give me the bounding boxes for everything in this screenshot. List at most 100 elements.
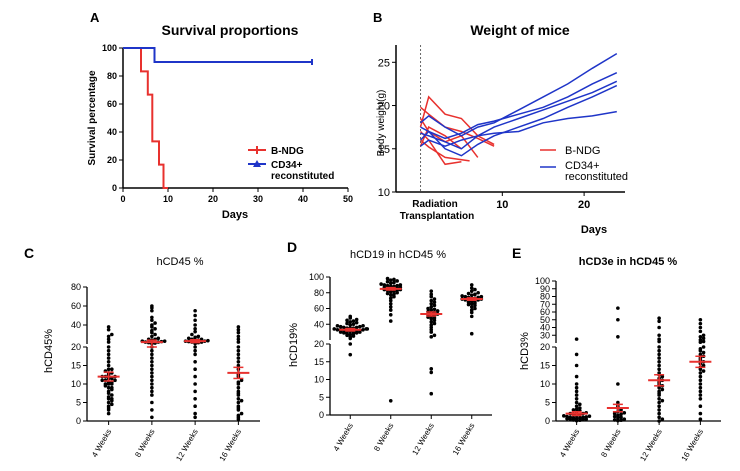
panel-b-series-line-6 xyxy=(420,52,618,137)
panel-d-point xyxy=(429,305,434,309)
panel-e-point xyxy=(657,397,661,401)
panel-d-point xyxy=(469,283,474,287)
panel-e-point xyxy=(562,414,566,418)
legend-a-bndg-label: B-NDG xyxy=(271,146,304,157)
panel-c-point xyxy=(153,327,157,331)
panel-e-point xyxy=(657,325,661,330)
legend-a-cd34-label-2: reconstituted xyxy=(271,171,334,182)
panel-d-point xyxy=(395,279,399,283)
panel-e-point xyxy=(657,363,661,368)
panel-e-ytick-label: 0 xyxy=(545,416,550,426)
panel-d-point xyxy=(388,301,393,306)
panel-e-point xyxy=(612,418,617,422)
panel-c-point xyxy=(236,389,241,394)
panel-c-point xyxy=(150,334,154,339)
panel-d-point xyxy=(345,318,349,323)
panel-c-point xyxy=(106,389,111,394)
panel-e-ytick-label: 5 xyxy=(545,398,550,408)
panel-c-point xyxy=(193,323,197,327)
panel-d-point xyxy=(460,294,464,298)
panel-d-ytick-label: 15 xyxy=(314,357,324,367)
panel-c-point xyxy=(106,325,111,329)
panel-d-point xyxy=(429,289,434,293)
panel-e-point xyxy=(698,404,703,409)
panel-d-xtick-label: 12 Weeks xyxy=(410,422,436,457)
panel-e-point xyxy=(698,385,703,390)
panel-a-series-line-1 xyxy=(123,47,312,63)
panel-c-point xyxy=(110,393,114,397)
panel-c-point xyxy=(106,404,111,409)
panel-e-point xyxy=(574,337,579,341)
panel-c-plot: 0 5 10 15 20 40 60 80 4 Weeks 8 Weeks 12 Weeks 16 W… xyxy=(71,282,260,463)
panel-e-point xyxy=(622,417,627,421)
panel-e-point xyxy=(657,404,661,409)
panel-c-point xyxy=(100,378,105,383)
panel-c-ytick-label: 80 xyxy=(71,282,81,292)
panel-c-point xyxy=(193,397,197,401)
panel-c-point xyxy=(150,328,154,333)
panel-b-ytick-label: 10 xyxy=(378,187,390,199)
panel-e-point xyxy=(574,385,579,390)
panel-e-point xyxy=(574,389,579,394)
panel-d-point xyxy=(429,335,434,339)
panel-e-point xyxy=(698,371,703,375)
panel-e-point xyxy=(619,412,623,417)
panel-e-point xyxy=(657,371,661,375)
panel-c-ytick-label: 5 xyxy=(76,398,81,408)
panel-e-xtick-label: 4 Weeks xyxy=(558,428,581,459)
panel-c-ytick-label: 60 xyxy=(71,301,81,311)
panel-d-point xyxy=(351,322,356,327)
panel-c-point xyxy=(153,321,157,325)
panel-c-point xyxy=(236,400,241,405)
panel-d-point xyxy=(432,297,437,301)
panel-a-title: Survival proportions xyxy=(162,22,299,38)
panel-c-point xyxy=(236,352,241,357)
panel-a-xtick-label: 30 xyxy=(253,194,263,204)
panel-d-point xyxy=(429,367,434,371)
panel-d-ytick-label: 10 xyxy=(314,375,324,385)
panel-c-point xyxy=(150,415,154,420)
panel-d-point xyxy=(429,292,434,297)
panel-e-ytick-label: 90 xyxy=(540,284,550,294)
panel-c-point xyxy=(239,398,244,403)
panel-c-point xyxy=(193,374,197,379)
panel-c-point xyxy=(236,348,241,353)
legend-a-cd34-marker xyxy=(253,160,261,167)
legend-a-cd34-label-1: CD34+ xyxy=(271,160,303,171)
panel-letter-a: A xyxy=(90,10,100,25)
panel-c-point xyxy=(193,404,197,409)
panel-e-point xyxy=(698,329,703,334)
panel-e-point xyxy=(616,418,620,423)
panel-e-point xyxy=(657,389,661,394)
panel-a-ytick-label: 80 xyxy=(107,71,117,81)
panel-c-point xyxy=(193,360,197,364)
panel-d-point xyxy=(348,320,353,324)
panel-b-xtick-label: 20 xyxy=(578,199,590,211)
panel-e-point xyxy=(565,414,569,419)
panel-c-point xyxy=(193,415,197,420)
panel-a-ytick-label: 60 xyxy=(107,99,117,109)
panel-e-point xyxy=(622,411,627,415)
panel-c-point xyxy=(103,382,108,386)
panel-c-point xyxy=(150,371,154,375)
panel-e-ytick-label: 20 xyxy=(540,342,550,352)
panel-c-point xyxy=(236,397,241,401)
panel-c-point xyxy=(156,336,161,341)
panel-e-point xyxy=(574,382,579,386)
panel-d-point xyxy=(429,391,434,396)
panel-c-point xyxy=(106,400,111,405)
panel-b-series-line-1 xyxy=(420,106,495,147)
panel-e-point xyxy=(698,411,703,416)
panel-e-point xyxy=(616,413,620,418)
panel-e-point xyxy=(701,345,706,349)
panel-c-point xyxy=(193,345,197,349)
panel-e-point xyxy=(616,382,620,386)
panel-d-point xyxy=(392,292,396,297)
panel-e-point xyxy=(616,400,620,405)
panel-c-point xyxy=(239,378,244,383)
panel-e-ytick-label: 40 xyxy=(540,323,550,333)
panel-c-point xyxy=(150,308,154,313)
panel-a-xtick-label: 50 xyxy=(343,194,353,204)
panel-c-point xyxy=(110,402,114,407)
panel-b-series-line-9 xyxy=(419,84,618,157)
